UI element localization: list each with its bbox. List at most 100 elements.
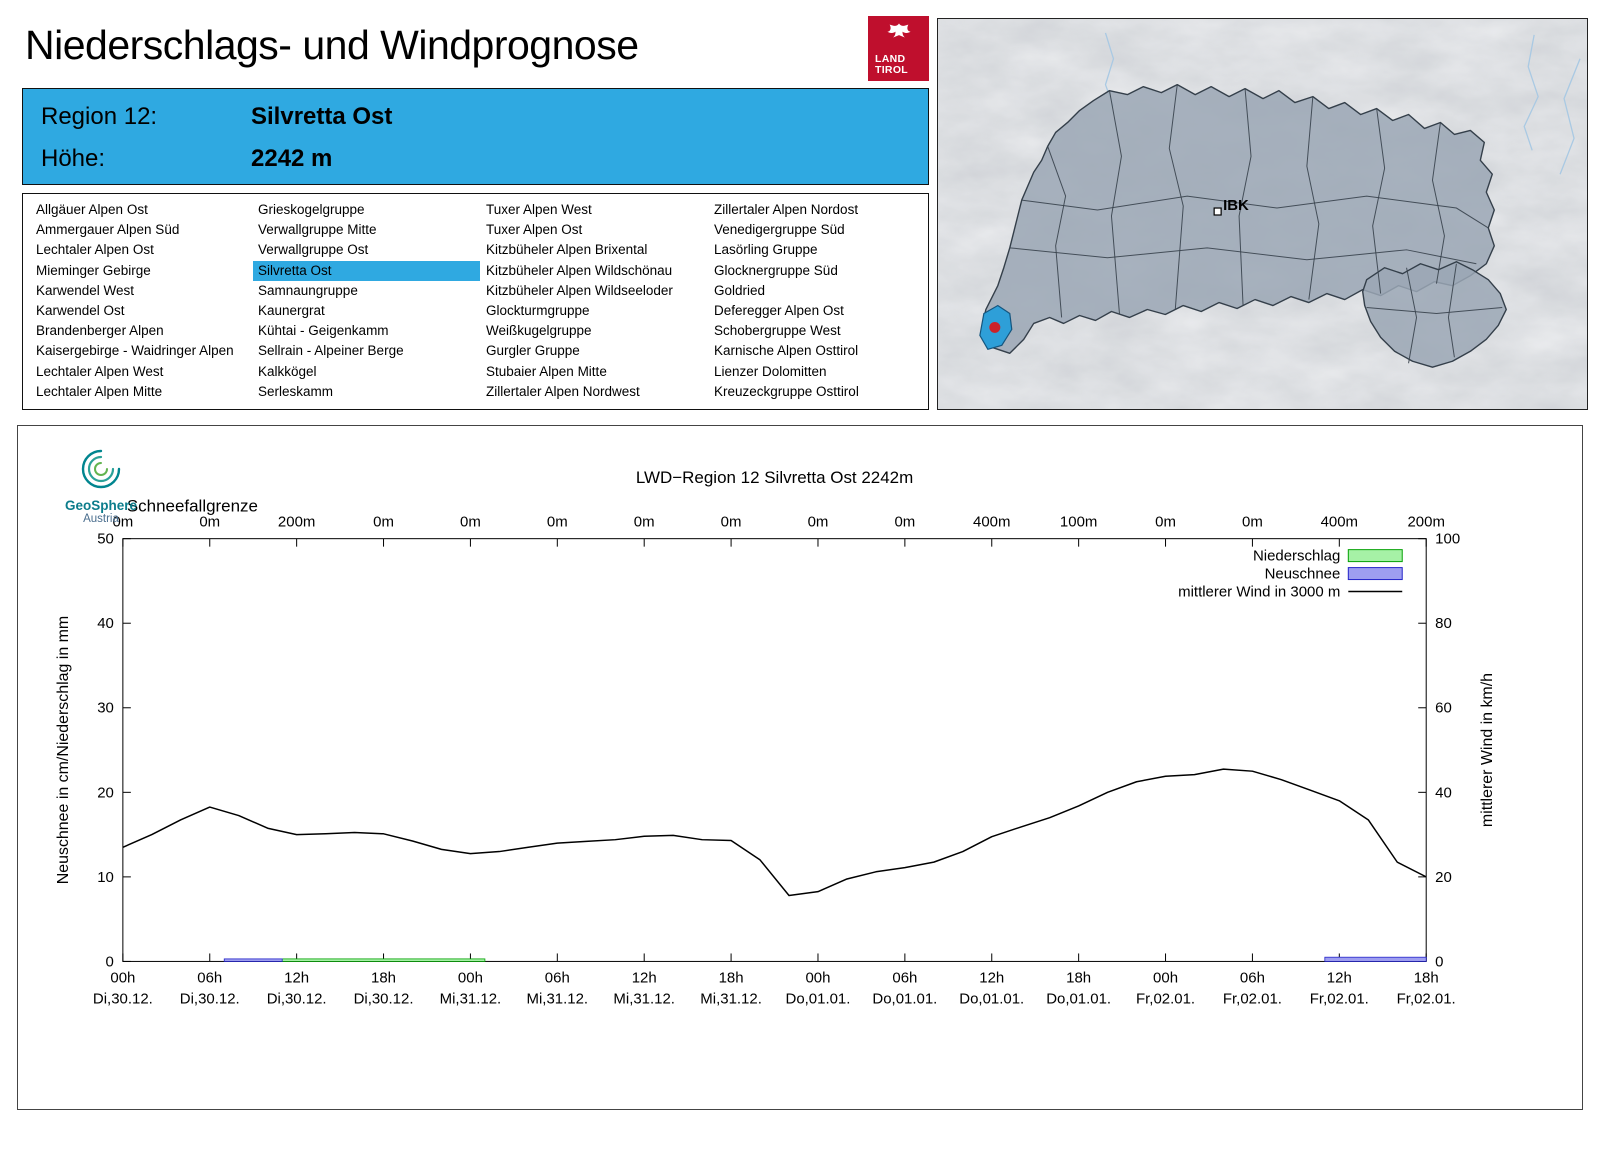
region-list-item[interactable]: Brandenberger Alpen <box>36 323 164 339</box>
region-list-item[interactable]: Lechtaler Alpen Mitte <box>36 383 163 399</box>
niederschlag-bar <box>281 958 486 962</box>
region-list-item[interactable]: Glockturmgruppe <box>486 302 590 318</box>
region-list-item[interactable]: Weißkugelgruppe <box>486 323 592 339</box>
region-list-item[interactable]: Kitzbüheler Alpen Brixental <box>486 242 648 258</box>
x-tick-time: 18h <box>1414 969 1439 986</box>
schneefallgrenze-value: 200m <box>1407 514 1444 531</box>
region-list-item[interactable]: Verwallgruppe Mitte <box>258 222 377 238</box>
region-label: Region 12: <box>41 103 158 130</box>
region-list-item[interactable]: Kalkkögel <box>258 363 317 379</box>
region-list-item[interactable]: Goldried <box>714 282 766 298</box>
region-border <box>1372 108 1386 294</box>
region-border <box>1238 88 1252 306</box>
region-list-item[interactable]: Karnische Alpen Osttirol <box>714 343 859 359</box>
region-list-item[interactable]: Mieminger Gebirge <box>36 262 151 278</box>
region-list-item[interactable]: Zillertaler Alpen Nordwest <box>486 383 640 399</box>
river-line <box>1559 58 1581 175</box>
region-list-item[interactable]: Grieskogelgruppe <box>258 202 365 217</box>
x-tick-date: Mi,31.12. <box>440 990 502 1007</box>
schneefallgrenze-value: 0m <box>373 514 394 531</box>
x-tick-time: 06h <box>892 969 917 986</box>
region-list-item[interactable]: Stubaier Alpen Mitte <box>486 363 607 379</box>
region-list-item[interactable]: Kühtai - Geigenkamm <box>258 323 389 339</box>
river-line <box>1523 34 1539 151</box>
schneefallgrenze-value: 0m <box>721 514 742 531</box>
region-border <box>1168 84 1184 310</box>
region-list-item[interactable]: Kaunergrat <box>258 302 325 318</box>
x-tick-date: Di,30.12. <box>93 990 153 1007</box>
x-tick-time: 00h <box>805 969 830 986</box>
hoehe-label: Höhe: <box>41 145 106 172</box>
schneefallgrenze-value: 400m <box>1321 514 1358 531</box>
x-tick-time: 18h <box>719 969 744 986</box>
schneefallgrenze-value: 0m <box>634 514 655 531</box>
x-tick-time: 12h <box>284 969 309 986</box>
x-tick-time: 18h <box>1066 969 1091 986</box>
region-border <box>1366 307 1503 314</box>
region-list-item[interactable]: Lasörling Gruppe <box>714 242 818 258</box>
schneefallgrenze-value: 0m <box>1242 514 1263 531</box>
ibk-label: IBK <box>1223 197 1249 214</box>
region-list-item[interactable]: Serleskamm <box>258 383 334 399</box>
region-list-item[interactable]: Tuxer Alpen Ost <box>486 222 583 238</box>
region-border <box>1021 195 1489 229</box>
legend-label: mittlerer Wind in 3000 m <box>1178 584 1340 601</box>
x-tick-time: 18h <box>371 969 396 986</box>
region-list-item[interactable]: Samnaungruppe <box>258 282 358 298</box>
x-tick-date: Di,30.12. <box>267 990 327 1007</box>
region-list-item[interactable]: Schobergruppe West <box>714 323 841 339</box>
schneefallgrenze-value: 0m <box>894 514 915 531</box>
tirol-eagle-icon <box>885 21 913 45</box>
region-border <box>1406 267 1418 364</box>
y-tick-left-label: 10 <box>97 869 114 886</box>
x-tick-time: 00h <box>458 969 483 986</box>
x-tick-time: 12h <box>632 969 657 986</box>
region-list-item-selected[interactable]: Silvretta Ost <box>253 260 480 281</box>
region-list-item[interactable]: Allgäuer Alpen Ost <box>36 202 148 217</box>
region-list-item[interactable]: Tuxer Alpen West <box>486 202 592 217</box>
region-list-item[interactable]: Ammergauer Alpen Süd <box>36 222 180 238</box>
region-list-item[interactable]: Lechtaler Alpen West <box>36 363 164 379</box>
region-list-item[interactable]: Kaisergebirge - Waidringer Alpen <box>36 343 234 359</box>
y-tick-right-label: 100 <box>1435 531 1460 548</box>
region-list-item[interactable]: Kitzbüheler Alpen Wildseeloder <box>486 282 673 298</box>
y-axis-label-right: mittlerer Wind in km/h <box>1479 673 1496 827</box>
region-list-item[interactable]: Zillertaler Alpen Nordost <box>714 202 859 217</box>
tirol-region-map[interactable]: IBK <box>937 18 1588 410</box>
region-list-item[interactable]: Lechtaler Alpen Ost <box>36 242 154 258</box>
region-border <box>1447 263 1457 358</box>
region-list-item[interactable]: Venedigergruppe Süd <box>714 222 845 238</box>
region-list-column: Zillertaler Alpen Nordost Venedigergruppe… <box>709 200 928 403</box>
region-list-item[interactable]: Lienzer Dolomitten <box>714 363 827 379</box>
x-tick-date: Do,01.01. <box>959 990 1024 1007</box>
x-tick-date: Di,30.12. <box>180 990 240 1007</box>
y-tick-left-label: 50 <box>97 531 114 548</box>
region-row: Region 12: Silvretta Ost <box>41 96 928 138</box>
x-tick-time: 00h <box>110 969 135 986</box>
x-tick-date: Mi,31.12. <box>613 990 675 1007</box>
region-list-item[interactable]: Gurgler Gruppe <box>486 343 580 359</box>
region-list-item[interactable]: Kreuzeckgruppe Osttirol <box>714 383 859 399</box>
land-tirol-logo: LAND TIROL <box>868 16 929 81</box>
geosphere-country: Austria <box>83 513 119 525</box>
y-tick-left-label: 40 <box>97 615 114 632</box>
region-list-item[interactable]: Glocknergruppe Süd <box>714 262 838 278</box>
x-tick-time: 00h <box>1153 969 1178 986</box>
region-list-item[interactable]: Kitzbüheler Alpen Wildschönau <box>486 262 673 278</box>
chart-title: LWD−Region 12 Silvretta Ost 2242m <box>636 468 913 487</box>
x-tick-date: Fr,02.01. <box>1310 990 1369 1007</box>
x-tick-time: 06h <box>197 969 222 986</box>
region-list-item[interactable]: Verwallgruppe Ost <box>258 242 369 258</box>
geosphere-austria-logo: GeoSphere Austria <box>54 446 148 525</box>
land-tirol-line1: LAND <box>875 53 906 65</box>
region-list-item[interactable]: Karwendel Ost <box>36 302 125 318</box>
region-list-item[interactable]: Sellrain - Alpeiner Berge <box>258 343 404 359</box>
region-list-item[interactable]: Deferegger Alpen Ost <box>714 302 844 318</box>
hoehe-value: 2242 m <box>251 145 333 172</box>
x-tick-date: Do,01.01. <box>1046 990 1111 1007</box>
hoehe-row: Höhe: 2242 m <box>41 138 928 180</box>
legend-swatch-niederschlag <box>1347 549 1403 563</box>
x-tick-date: Fr,02.01. <box>1223 990 1282 1007</box>
x-tick-date: Fr,02.01. <box>1136 990 1195 1007</box>
region-list-item[interactable]: Karwendel West <box>36 282 135 298</box>
